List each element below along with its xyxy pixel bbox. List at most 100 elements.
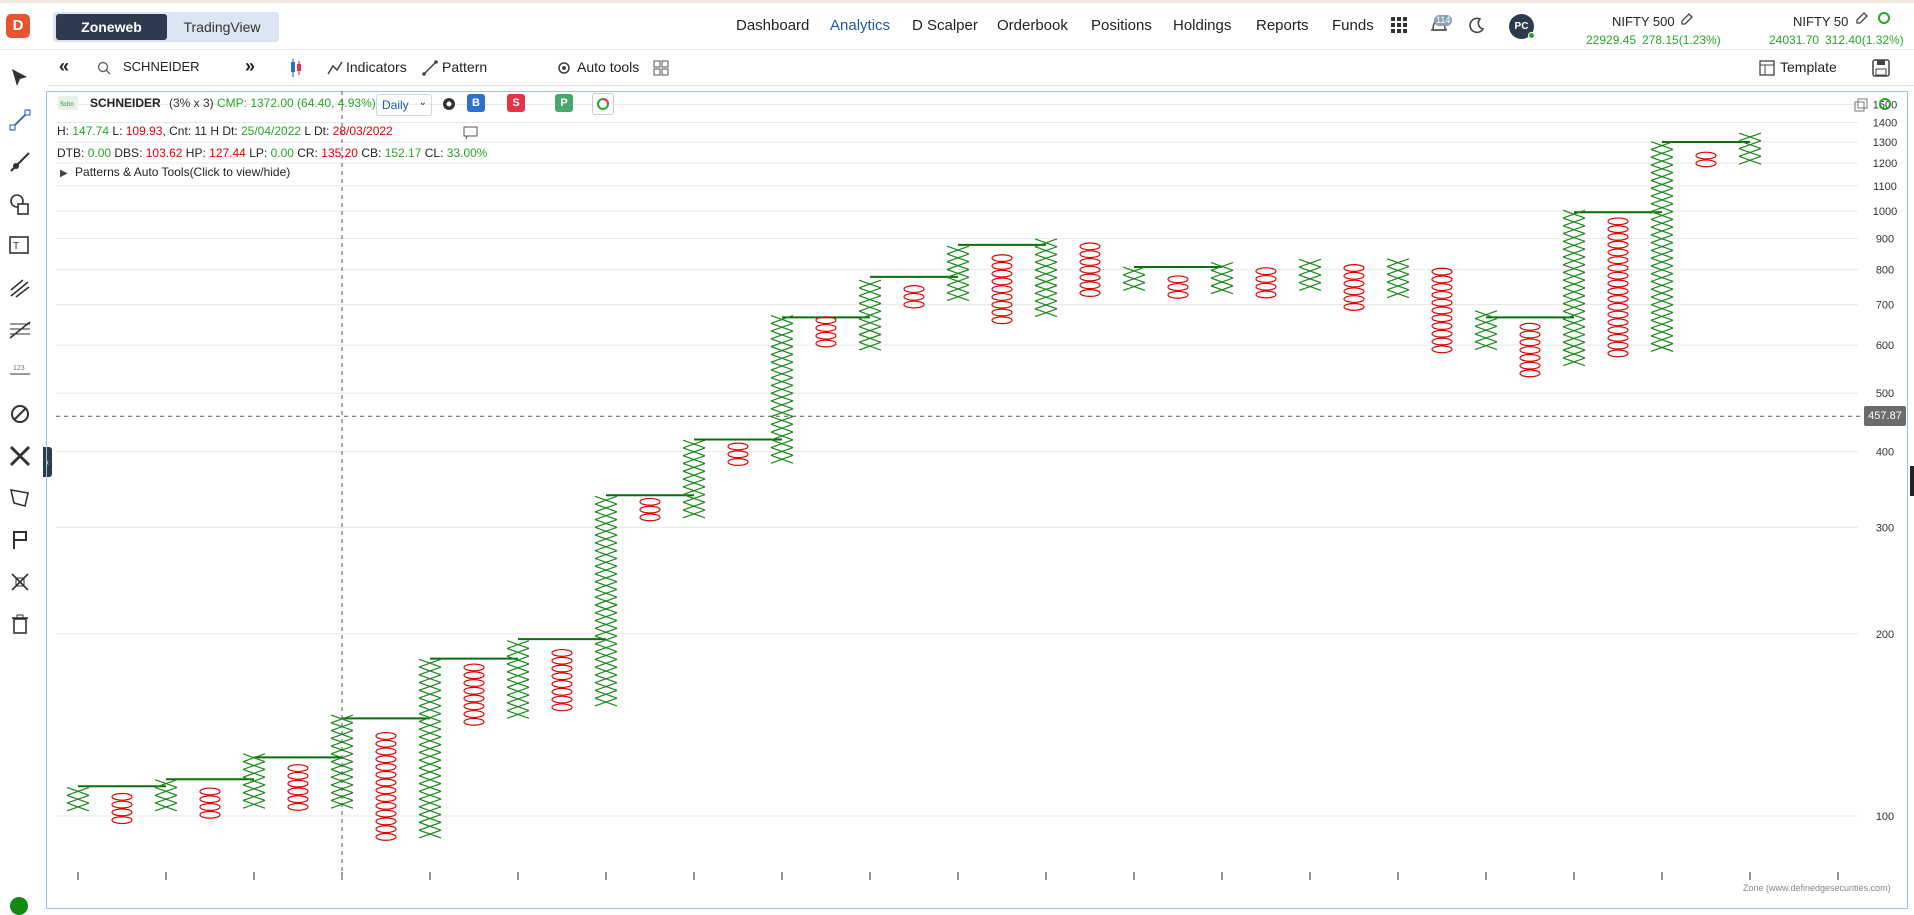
comment-icon[interactable] <box>463 126 479 140</box>
trend-line-icon[interactable] <box>8 108 32 132</box>
nav-holdings[interactable]: Holdings <box>1173 17 1232 34</box>
avatar-initials: PC <box>1514 21 1529 32</box>
legend-cmp: CMP: 1372.00 (64.40, 4.93%) <box>217 96 376 110</box>
pattern-button[interactable]: Pattern <box>442 59 488 75</box>
pattern-icon <box>422 60 438 76</box>
lp-value: 0.00 <box>270 146 294 160</box>
nav-orderbook[interactable]: Orderbook <box>997 17 1068 34</box>
cursor-arrow-icon[interactable] <box>8 66 32 90</box>
template-button[interactable]: Template <box>1780 59 1837 75</box>
right-edge-handle[interactable] <box>1910 466 1914 496</box>
drawing-tools-sidebar: T 123 <box>0 58 40 915</box>
pitchfork-icon[interactable] <box>8 276 32 300</box>
ticker-nifty500-price: 22929.45 <box>1586 33 1637 47</box>
buy-button[interactable]: B <box>467 94 485 112</box>
cb-label: CB: <box>361 146 382 160</box>
legend-box-size: (3% x 3) <box>169 96 214 110</box>
apps-grid-icon[interactable] <box>1391 17 1407 33</box>
nav-positions[interactable]: Positions <box>1091 17 1152 34</box>
remove-drawings-icon[interactable] <box>8 570 32 594</box>
patterns-toggle[interactable]: ▶ Patterns & Auto Tools(Click to view/hi… <box>60 165 290 179</box>
indicators-button[interactable]: Indicators <box>346 59 407 75</box>
h-label: H: <box>57 124 69 138</box>
auto-tools-button[interactable]: Auto tools <box>577 59 640 75</box>
indicators-icon <box>327 61 343 75</box>
symbol-logo-icon: Schn <box>58 96 78 110</box>
status-ring-icon <box>1879 98 1891 110</box>
triangle-right-icon: ▶ <box>60 168 68 179</box>
measure-icon[interactable]: 123 <box>8 360 32 384</box>
ticker-nifty50-price: 24031.70 <box>1769 33 1820 47</box>
ldt-value: 28/03/2022 <box>332 124 393 138</box>
lp-label: LP: <box>249 146 268 160</box>
nav-funds[interactable]: Funds <box>1332 17 1374 34</box>
fibonacci-icon[interactable] <box>8 318 32 342</box>
ldt-label: L Dt: <box>304 124 330 138</box>
top-bar: D Zoneweb TradingView Dashboard Analytic… <box>0 0 1914 50</box>
nav-analytics[interactable]: Analytics <box>830 17 891 34</box>
trash-icon[interactable] <box>8 612 32 636</box>
color-ring-button[interactable] <box>592 93 614 115</box>
status-ring-icon <box>1878 12 1890 24</box>
cnt-value: 11 <box>194 124 207 138</box>
top-accent-line <box>0 0 1914 3</box>
svg-text:Schn: Schn <box>60 102 74 108</box>
popout-icon[interactable] <box>1854 98 1868 112</box>
svg-text:123: 123 <box>13 365 25 372</box>
nav-reports[interactable]: Reports <box>1256 17 1309 34</box>
text-annotation-icon[interactable]: T <box>8 234 32 258</box>
hdt-value: 25/04/2022 <box>241 124 302 138</box>
nav-d-scalper[interactable]: D Scalper <box>912 17 978 34</box>
app-logo[interactable]: D <box>6 14 30 38</box>
patterns-toggle-label: Patterns & Auto Tools(Click to view/hide… <box>75 165 291 179</box>
edit-icon[interactable] <box>1680 12 1694 26</box>
connection-status-dot <box>10 897 28 915</box>
user-avatar[interactable]: PC <box>1509 14 1535 39</box>
symbol-search-input[interactable]: SCHNEIDER <box>123 59 200 74</box>
cl-value: 33.00% <box>446 146 488 160</box>
color-ring-icon <box>597 98 609 110</box>
legend-line-2: DTB: 0.00 DBS: 103.62 HP: 127.44 LP: 0.0… <box>57 146 487 160</box>
timeframe-select[interactable]: Daily ⌄ <box>376 94 432 116</box>
ruler-pencil-icon[interactable] <box>8 444 32 468</box>
sidebar-collapse-handle[interactable]: ‹ <box>43 447 52 477</box>
auto-tools-gear-icon <box>558 62 570 74</box>
p-button[interactable]: P <box>555 94 573 112</box>
ticker-nifty500-name[interactable]: NIFTY 500 <box>1612 14 1675 29</box>
settings-gear-icon[interactable] <box>440 95 458 113</box>
cb-value: 152.17 <box>384 146 422 160</box>
legend-symbol: SCHNEIDER <box>90 96 161 110</box>
dtb-value: 0.00 <box>87 146 112 160</box>
layout-grid-icon[interactable] <box>653 60 669 76</box>
notification-badge: 114 <box>1434 15 1453 26</box>
chart-panel[interactable] <box>46 91 1908 909</box>
l-label: L: <box>112 124 123 138</box>
timeframe-value: Daily <box>382 98 409 112</box>
collapse-left-chevron-icon[interactable]: « <box>59 56 70 76</box>
search-icon <box>97 61 111 75</box>
brush-icon[interactable] <box>8 150 32 174</box>
mode-option-tradingview[interactable]: TradingView <box>183 19 261 35</box>
edit-icon[interactable] <box>1855 11 1869 25</box>
flag-icon[interactable] <box>8 528 32 552</box>
shapes-icon[interactable] <box>8 192 32 216</box>
chevron-down-icon: ⌄ <box>418 97 427 108</box>
cnt-label: Cnt: <box>169 124 192 138</box>
ticker-nifty500-change: 278.15(1.23%) <box>1642 33 1721 47</box>
mode-switch[interactable]: Zoneweb TradingView <box>53 12 279 42</box>
polygon-icon[interactable] <box>8 486 32 510</box>
magnet-icon[interactable] <box>8 402 32 426</box>
cr-label: CR: <box>297 146 318 160</box>
svg-text:T: T <box>13 241 19 252</box>
dark-mode-moon-icon[interactable] <box>1468 17 1485 34</box>
sell-button[interactable]: S <box>507 94 525 112</box>
candlestick-chart-type-icon[interactable] <box>289 58 303 78</box>
notifications-bell[interactable]: 114 <box>1428 15 1453 35</box>
cr-value: 135.20 <box>321 146 358 160</box>
expand-right-chevron-icon[interactable]: » <box>245 56 256 76</box>
ticker-nifty50-name[interactable]: NIFTY 50 <box>1793 14 1849 29</box>
dbs-label: DBS: <box>114 146 143 160</box>
nav-dashboard[interactable]: Dashboard <box>736 17 810 34</box>
mode-option-zoneweb[interactable]: Zoneweb <box>56 14 167 40</box>
save-icon[interactable] <box>1872 59 1890 77</box>
